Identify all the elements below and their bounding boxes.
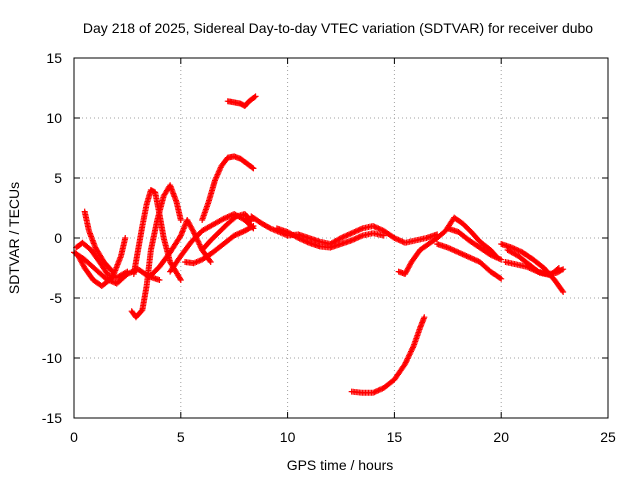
data-point [249,164,256,171]
y-tick-label: -10 [42,350,62,366]
data-point [219,216,226,223]
y-tick-label: 15 [46,50,62,66]
y-axis-label: SDTVAR / TECUs [6,182,22,294]
data-point [421,314,428,321]
series-arc-21 [504,247,562,279]
data-point [252,93,259,100]
tick-layer: 0 5 10 15 20 25 -15 -10 -5 0 5 10 15 [42,50,616,445]
x-tick-label: 10 [280,429,296,445]
series-arc-15 [348,314,428,396]
data-point [409,345,416,352]
data-point [554,266,561,273]
series-arc-8 [167,211,257,275]
data-point [404,356,411,363]
series-arc-10 [199,153,257,223]
x-tick-label: 15 [387,429,403,445]
data-point [406,351,413,358]
data-point [535,268,542,275]
data-point [497,275,504,281]
data-point [403,358,410,365]
data-point [207,259,214,265]
chart-title: Day 218 of 2025, Sidereal Day-to-day VTE… [83,20,593,36]
series-arc-11 [199,211,255,253]
x-tick-label: 5 [177,429,185,445]
data-point [195,240,202,247]
y-tick-label: 5 [54,170,62,186]
data-point [251,94,258,101]
data-point [206,257,213,264]
series-arc-12 [224,93,259,109]
data-point [156,277,163,283]
series-arc-18 [444,225,505,263]
data-point [560,266,567,273]
series-arc-4 [81,208,116,275]
series-arc-14 [273,225,387,251]
data-point [406,352,413,359]
x-axis-label: GPS time / hours [287,457,394,473]
data-point [407,348,414,355]
data-point [122,235,129,241]
data-point [380,232,387,239]
y-tick-label: -5 [50,290,63,306]
series-arc-1 [71,249,163,287]
data-point [498,275,505,282]
data-point [266,224,273,231]
data-point [250,223,257,229]
data-point [559,287,566,294]
data-layer [71,93,567,396]
series-arc-16 [395,214,500,277]
data-point [195,238,202,245]
y-tick-label: 0 [54,230,62,246]
data-point [197,242,204,249]
data-point [555,265,562,271]
x-tick-label: 25 [600,429,616,445]
series-arc-7 [145,217,214,281]
data-point [402,359,409,366]
data-point [498,256,505,263]
data-point [336,235,343,242]
data-point [124,268,131,275]
data-point [409,344,416,351]
data-point [108,267,115,274]
data-point [177,275,184,282]
data-point [123,269,130,276]
x-tick-label: 20 [493,429,509,445]
data-point [250,165,257,172]
series-arc-3 [75,235,129,289]
data-point [293,234,300,241]
data-point [402,361,409,367]
data-point [177,277,184,283]
data-point [109,268,116,275]
data-point [408,347,415,354]
data-point [189,227,196,234]
x-tick-label: 0 [70,429,78,445]
data-point [190,229,197,235]
series-arc-17 [434,241,505,282]
data-point [405,354,412,361]
data-point [249,223,256,230]
data-point [196,241,203,248]
data-point [404,355,411,362]
series-arc-9 [182,223,257,267]
data-point [560,289,567,295]
data-point [407,349,414,356]
y-tick-label: -15 [42,410,62,426]
data-point [177,217,184,223]
y-tick-label: 10 [46,110,62,126]
